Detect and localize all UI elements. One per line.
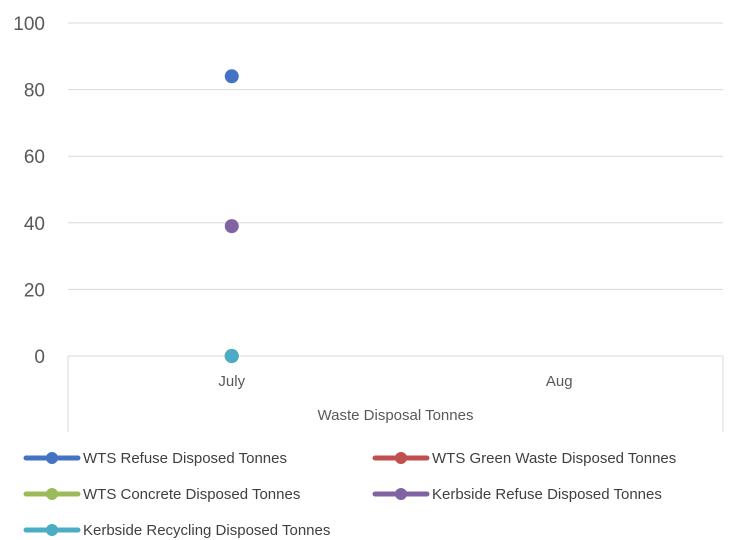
- legend-swatch-marker: [46, 452, 58, 464]
- legend-item: Kerbside Refuse Disposed Tonnes: [372, 486, 662, 503]
- legend-label: WTS Concrete Disposed Tonnes: [83, 486, 300, 503]
- legend-swatch-marker: [46, 488, 58, 500]
- x-tick-label: July: [218, 373, 245, 390]
- y-tick-label: 20: [24, 280, 45, 301]
- y-tick-label: 100: [13, 14, 45, 35]
- x-axis-title: Waste Disposal Tonnes: [318, 407, 474, 424]
- legend: WTS Refuse Disposed Tonnes WTS Green Wast…: [23, 450, 676, 539]
- data-point: [224, 219, 239, 234]
- legend-item: WTS Concrete Disposed Tonnes: [23, 486, 300, 503]
- legend-label: WTS Green Waste Disposed Tonnes: [432, 450, 676, 467]
- y-tick-label: 80: [24, 81, 45, 102]
- data-point: [224, 69, 239, 84]
- legend-swatch-marker: [395, 452, 407, 464]
- y-tick-label: 40: [24, 214, 45, 235]
- y-tick-labels: 0 20 40 60 80 100: [13, 14, 45, 368]
- gridlines: [68, 22, 723, 290]
- y-tick-label: 0: [34, 347, 45, 368]
- legend-label: Kerbside Refuse Disposed Tonnes: [432, 486, 662, 503]
- legend-swatch-marker: [46, 524, 58, 536]
- legend-label: WTS Refuse Disposed Tonnes: [83, 450, 287, 467]
- legend-item: WTS Green Waste Disposed Tonnes: [372, 450, 676, 467]
- axes: [67, 355, 724, 432]
- legend-item: Kerbside Recycling Disposed Tonnes: [23, 522, 330, 539]
- legend-label: Kerbside Recycling Disposed Tonnes: [83, 522, 330, 539]
- x-tick-labels: July Aug: [218, 373, 572, 390]
- legend-item: WTS Refuse Disposed Tonnes: [23, 450, 287, 467]
- x-tick-label: Aug: [546, 373, 573, 390]
- data-points: [224, 69, 239, 363]
- data-point: [224, 349, 239, 363]
- legend-swatch-marker: [395, 488, 407, 500]
- y-tick-label: 60: [24, 147, 45, 168]
